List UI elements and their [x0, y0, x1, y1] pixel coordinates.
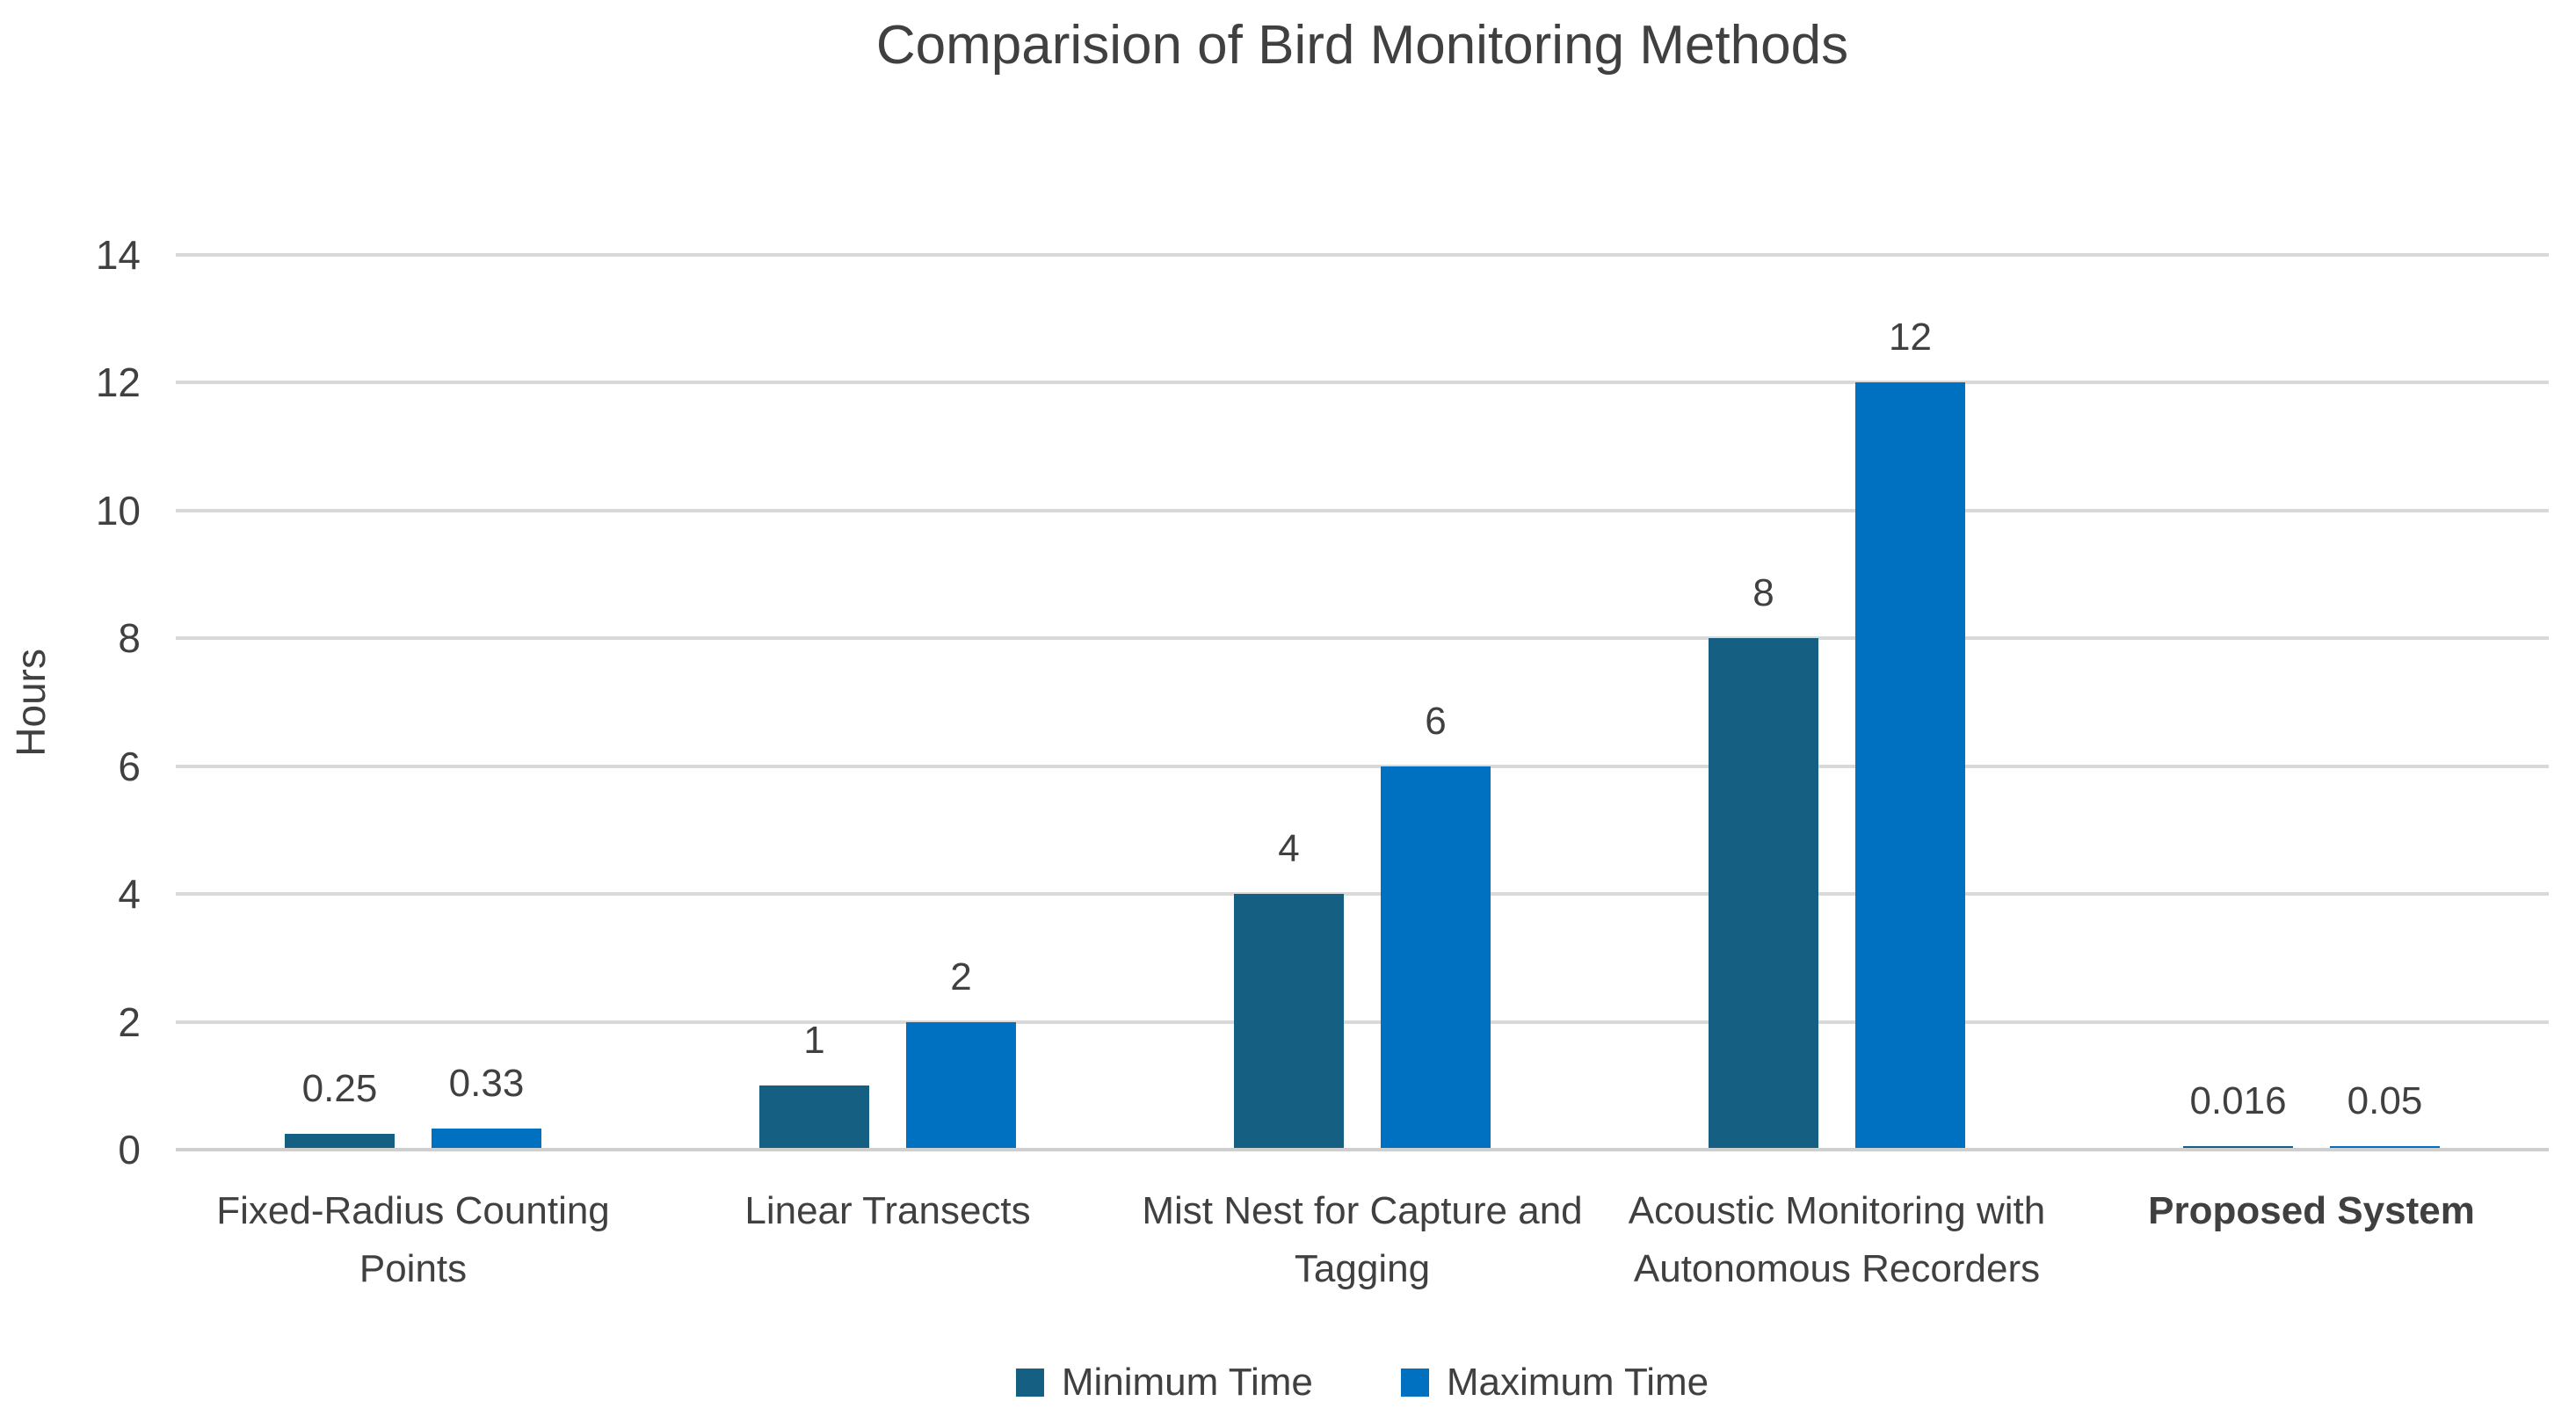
gridline	[176, 1020, 2549, 1024]
data-label: 12	[1889, 316, 1932, 359]
data-label: 4	[1278, 827, 1300, 871]
bar-group: 8 12	[1600, 255, 2074, 1150]
chart-title: Comparision of Bird Monitoring Methods	[875, 15, 1849, 76]
gridline	[176, 892, 2549, 897]
y-tick-label: 0	[118, 1127, 141, 1173]
plot-area: 0.25 0.33 1 2 4 6 8 12 0.016 0.05	[176, 253, 2549, 1151]
bar: 8	[1709, 571, 1818, 1150]
y-axis-ticks: 0 2 4 6 8 10 12 14	[0, 232, 141, 1173]
y-tick-label: 14	[95, 232, 141, 278]
legend-label: Minimum Time	[1061, 1361, 1313, 1404]
bar: 6	[1381, 700, 1491, 1150]
bar: 1	[759, 1019, 869, 1150]
data-label: 2	[950, 955, 972, 998]
bar: 0.33	[432, 1062, 541, 1150]
legend-item: Minimum Time	[1015, 1361, 1313, 1405]
x-axis-labels: Fixed-Radius Counting Points Linear Trans…	[176, 1182, 2549, 1298]
data-label: 0.33	[448, 1062, 525, 1106]
bar-group: 0.016 0.05	[2074, 255, 2549, 1150]
gridline	[176, 381, 2549, 385]
gridline	[176, 508, 2549, 512]
bar: 2	[906, 955, 1016, 1150]
y-tick-label: 8	[118, 615, 141, 662]
data-label: 8	[1752, 571, 1774, 615]
category-label: Linear Transects	[744, 1189, 1031, 1232]
gridline	[176, 764, 2549, 768]
category-label: Acoustic Monitoring with Autonomous Reco…	[1628, 1189, 2046, 1290]
y-tick-label: 4	[118, 871, 141, 918]
data-label: 0.25	[301, 1066, 378, 1110]
x-axis-line	[176, 1148, 2549, 1151]
bar: 12	[1855, 316, 1965, 1150]
legend: Minimum Time Maximum Time	[176, 1361, 2549, 1405]
bar-group: 0.25 0.33	[176, 255, 650, 1150]
data-label: 0.05	[2347, 1079, 2423, 1122]
data-label: 1	[803, 1019, 825, 1063]
legend-swatch-icon	[1015, 1369, 1044, 1397]
data-label: 0.016	[2189, 1079, 2287, 1122]
category-label: Fixed-Radius Counting Points	[216, 1189, 610, 1290]
bar: 4	[1234, 827, 1344, 1150]
y-tick-label: 10	[95, 487, 141, 534]
y-tick-label: 12	[95, 359, 141, 406]
gridline	[176, 253, 2549, 257]
bar: 0.25	[285, 1067, 395, 1150]
y-tick-label: 6	[118, 743, 141, 789]
gridline	[176, 636, 2549, 641]
category-label: Mist Nest for Capture and Tagging	[1142, 1189, 1583, 1290]
category-label: Proposed System	[2148, 1189, 2475, 1232]
legend-item: Maximum Time	[1400, 1361, 1709, 1405]
y-tick-label: 2	[118, 998, 141, 1045]
legend-label: Maximum Time	[1446, 1361, 1709, 1404]
data-label: 6	[1425, 699, 1447, 743]
legend-swatch-icon	[1400, 1369, 1429, 1397]
